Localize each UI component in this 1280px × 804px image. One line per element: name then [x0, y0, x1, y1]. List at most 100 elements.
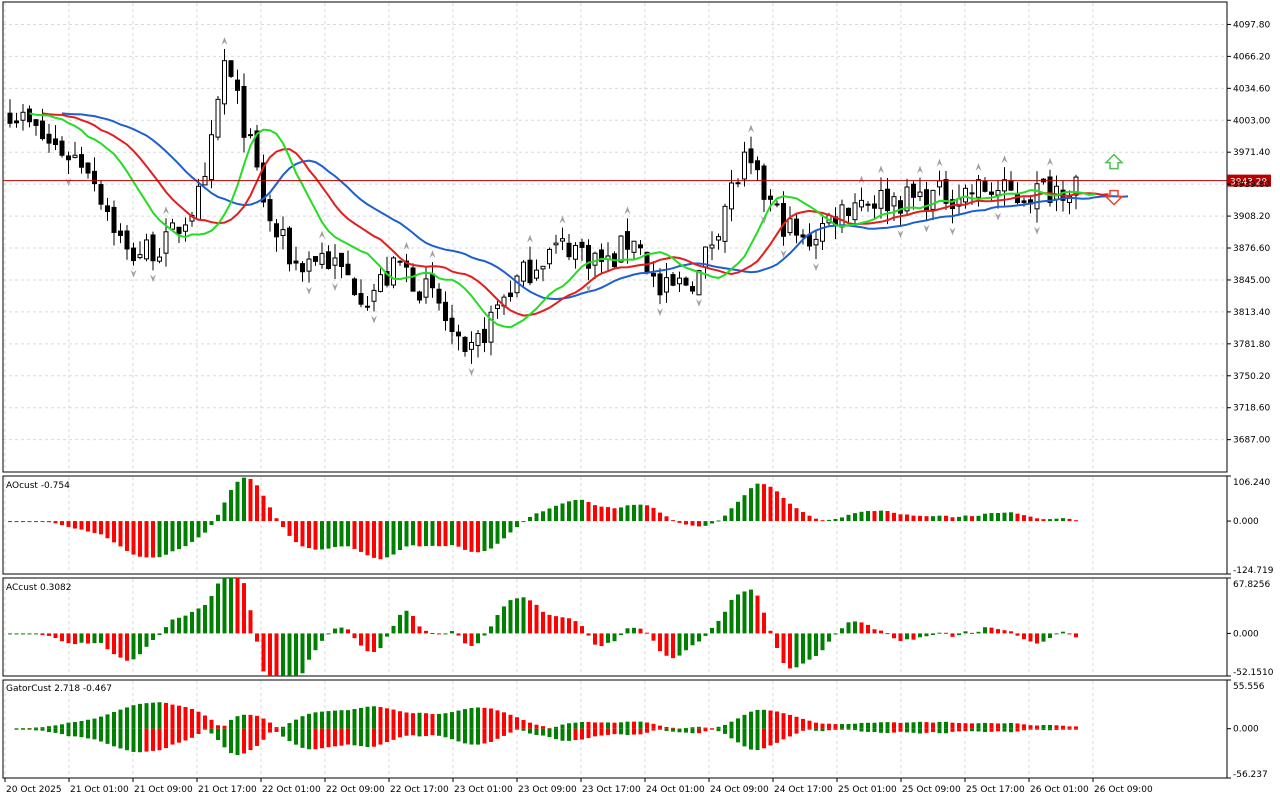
fractal-down-icon [995, 212, 1001, 221]
ao-bar [1048, 519, 1052, 522]
gator-upper-bar [79, 721, 84, 729]
candle-body [787, 218, 793, 234]
gator-lower-bar [66, 728, 71, 737]
ac-bar [736, 594, 740, 634]
fractal-up-icon [403, 241, 410, 250]
ao-bar [313, 521, 318, 550]
gator-lower-bar [177, 728, 181, 743]
ac-bar [300, 633, 305, 674]
ac-bar [976, 631, 981, 634]
ao-bar [112, 521, 116, 543]
gator-lower-bar [125, 728, 129, 751]
ac-bar [885, 633, 890, 635]
fractal-up-icon [527, 234, 533, 243]
y-tick-label: 0.000 [1233, 725, 1259, 735]
x-tick-label: 20 Oct 2025 [6, 785, 62, 795]
gator-upper-bar [92, 718, 97, 729]
gator-upper-bar [905, 722, 909, 729]
ao-bar [469, 521, 474, 552]
x-tick-label: 25 Oct 01:00 [838, 785, 897, 795]
ao-bar [710, 521, 714, 524]
gator-upper-bar [872, 722, 877, 729]
ac-bar [983, 627, 987, 634]
gator-lower-bar [482, 728, 487, 744]
ao-bar [229, 490, 233, 522]
ac-bar [762, 612, 766, 634]
candle-body [969, 192, 975, 195]
ac-bar [788, 633, 792, 669]
ao-panel[interactable] [8, 477, 1078, 560]
fractal-down-icon [585, 284, 592, 293]
ac-bar [853, 621, 857, 634]
y-tick-label: 3750.20 [1233, 372, 1270, 382]
candle-body [995, 189, 1001, 196]
ac-bar [235, 578, 240, 634]
gator-upper-bar [781, 713, 786, 729]
ac-bar [21, 633, 25, 635]
gator-lower-bar [879, 728, 883, 733]
candle-body [209, 134, 214, 181]
gator-lower-bar [794, 728, 799, 734]
candle-body [358, 293, 364, 305]
ao-bar [248, 478, 253, 522]
gator-upper-bar [703, 727, 708, 729]
candle-body [794, 218, 799, 236]
ao-bar [476, 521, 480, 553]
ao-bar [853, 513, 857, 522]
candle-body [527, 259, 533, 284]
gator-panel[interactable] [14, 702, 1079, 756]
gator-lower-bar [807, 728, 812, 730]
gator-upper-bar [495, 710, 500, 729]
gator-upper-bar [950, 722, 955, 729]
candle-body [332, 257, 338, 266]
ao-bar [437, 521, 441, 547]
gator-lower-bar [1035, 728, 1039, 730]
gator-lower-bar [281, 728, 285, 737]
gator-upper-bar [131, 705, 136, 729]
gator-lower-bar [872, 728, 877, 733]
ac-bar [274, 633, 279, 676]
gator-upper-bar [34, 727, 38, 729]
gator-lower-bar [1048, 728, 1052, 731]
gator-upper-bar [365, 706, 370, 729]
gator-upper-bar [684, 728, 688, 730]
gator-upper-bar [645, 722, 649, 729]
gator-lower-bar [320, 728, 324, 749]
gator-lower-bar [450, 728, 454, 740]
gator-lower-bar [430, 728, 435, 736]
candle-body [228, 60, 234, 77]
ac-bar [131, 633, 136, 660]
gator-lower-bar [651, 728, 656, 731]
candle-body [462, 336, 468, 352]
ao-bar [606, 507, 610, 522]
ao-bar [138, 521, 142, 557]
ac-panel[interactable] [8, 578, 1078, 676]
ao-bar [430, 521, 435, 546]
gator-upper-bar [658, 725, 662, 729]
ao-bar [944, 515, 948, 522]
gator-upper-bar [482, 707, 487, 729]
price-panel[interactable]: 3943.29 [3, 37, 1271, 376]
ao-bar [268, 507, 272, 522]
gator-lower-bar [690, 728, 695, 734]
ao-bar [515, 521, 519, 528]
x-tick-label: 23 Oct 01:00 [454, 785, 513, 795]
gator-upper-bar [281, 726, 285, 729]
ao-bar [840, 517, 844, 522]
ao-bar [170, 521, 175, 552]
ac-bar [333, 628, 337, 634]
ao-bar [866, 510, 870, 522]
gator-upper-bar [417, 712, 422, 729]
gator-lower-bar [840, 728, 844, 730]
ao-bar [859, 511, 864, 522]
gator-lower-bar [515, 728, 519, 730]
gator-lower-bar [859, 728, 864, 732]
gator-upper-bar [801, 718, 805, 729]
ao-bar [417, 521, 422, 547]
gator-upper-bar [996, 723, 1000, 729]
ac-bar [1067, 633, 1072, 635]
candle-body [579, 241, 585, 248]
candle-body [1021, 200, 1027, 203]
